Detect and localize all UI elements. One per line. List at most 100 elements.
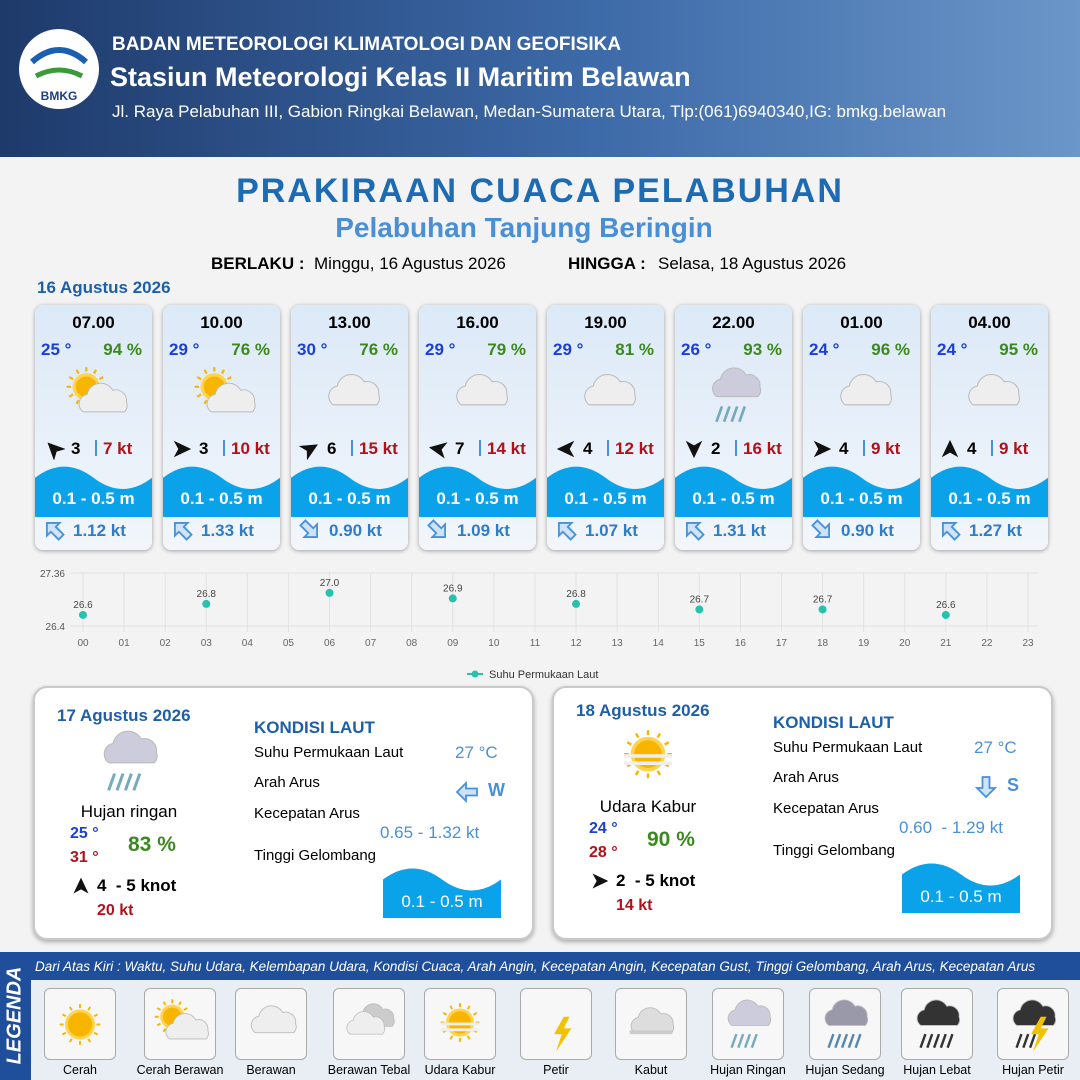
icon-part (737, 1033, 745, 1049)
legend-box (809, 988, 881, 1060)
legend-item: Udara Kabur (424, 1063, 496, 1077)
data-label: 27.0 (320, 578, 340, 589)
icon-part (68, 393, 74, 398)
title: PRAKIRAAN CUACA PELABUHAN (236, 172, 844, 210)
y-tick-label: 27.36 (40, 569, 65, 580)
x-tick-label: 17 (776, 638, 788, 649)
legend-item: Cerah (62, 1063, 98, 1077)
wave-band (35, 461, 152, 517)
icon-part (328, 373, 380, 406)
wind-speed: 7 (455, 439, 465, 458)
icon-part (738, 405, 747, 423)
icon-part (220, 369, 226, 375)
icon-part (87, 1006, 91, 1011)
wave-height: 0.1 - 0.5 m (180, 489, 263, 508)
legend-item: Kabut (634, 1063, 668, 1077)
forecast-card: 07.00 25 ° 94 % 3 7 kt 0.1 - 0.5 m 1.12 kt (35, 305, 152, 550)
icon-part (1012, 999, 1057, 1026)
day-panel: 17 Agustus 2026 Hujan ringan 25 ° 31 ° 83 % 4… (33, 686, 534, 940)
legend-box (520, 988, 592, 1060)
icon-part (455, 780, 478, 804)
icon-part (931, 466, 1048, 517)
icon-part (46, 522, 65, 541)
wave-band (163, 461, 280, 517)
separator (95, 440, 97, 456)
forecast-card: 19.00 29 ° 81 % 4 12 kt 0.1 - 0.5 m 1.07 kt (547, 305, 664, 550)
wave-height: 0.1 - 0.5 m (820, 489, 903, 508)
x-tick-label: 13 (612, 638, 624, 649)
y-tick-label: 26.4 (46, 622, 66, 633)
icon-part (1012, 999, 1057, 1026)
wind-speed: 4 (967, 439, 977, 458)
icon-part (47, 442, 66, 461)
data-point (695, 605, 704, 614)
wind-arrow (298, 438, 321, 461)
legend-box (424, 988, 496, 1060)
speed: 0.65 - 1.32 kt (380, 823, 480, 842)
wind-arrow (427, 438, 449, 460)
icon-part (624, 754, 672, 758)
icon-part (750, 1033, 758, 1049)
icon-part (834, 1033, 842, 1049)
icon-part (811, 519, 830, 538)
icon-part (298, 444, 318, 461)
icon-part (727, 999, 772, 1049)
icon-part (554, 1016, 572, 1052)
data-label: 26.7 (813, 594, 833, 605)
icon-part (715, 405, 724, 423)
icon-part (250, 1005, 297, 1034)
icon-part (428, 442, 448, 459)
x-tick-label: 23 (1022, 638, 1034, 649)
icon-part (626, 741, 632, 746)
x-tick-label: 10 (488, 638, 500, 649)
icon-part (932, 1033, 941, 1049)
current-speed: 1.33 kt (201, 521, 254, 540)
icon-part (941, 439, 959, 458)
icon-part (730, 405, 739, 423)
temperature: 30 ° (297, 340, 328, 359)
weather-icon (612, 723, 684, 789)
legend-item: Hujan Lebat (903, 1063, 971, 1077)
current-arrow (426, 518, 450, 542)
wave-band (803, 461, 920, 517)
legend-box (144, 988, 216, 1060)
icon-part (103, 730, 158, 791)
date: 18 Agustus 2026 (576, 701, 710, 720)
legend-description: Dari Atas Kiri : Waktu, Suhu Udara, Kele… (35, 959, 1036, 974)
legend-item: Berawan Tebal (327, 1063, 411, 1077)
icon-part (123, 773, 133, 791)
humidity: 76 % (359, 340, 398, 359)
separator (607, 440, 609, 456)
x-tick-label: 16 (735, 638, 747, 649)
icon-part (686, 522, 705, 541)
wind-speed: 3 (71, 439, 81, 458)
temperature: 29 ° (169, 340, 200, 359)
icon-part (299, 519, 318, 538)
icon-part (592, 873, 609, 889)
icon-part (456, 373, 508, 406)
icon-part (840, 373, 892, 406)
x-tick-label: 07 (365, 638, 377, 649)
weather-icon (572, 365, 642, 425)
icon-part (811, 519, 830, 538)
wave-height: 0.1 - 0.5 m (948, 489, 1031, 508)
icon-part (630, 736, 666, 772)
humidity: 96 % (871, 340, 910, 359)
dir: W (488, 780, 505, 800)
condition: Udara Kabur (599, 797, 697, 816)
icon-part (346, 1011, 385, 1035)
icon-part (456, 373, 508, 406)
legend-item: Hujan Sedang (805, 1063, 885, 1077)
icon-part (686, 522, 705, 541)
icon-part (30, 47, 88, 65)
icon-part (685, 440, 703, 459)
legend-strip (0, 952, 31, 1080)
humidity: 76 % (231, 340, 270, 359)
data-label: 26.6 (936, 600, 956, 611)
data-label: 26.9 (443, 583, 463, 594)
sst: 27 °C (455, 743, 498, 762)
x-tick-label: 06 (324, 638, 336, 649)
icon-part (34, 67, 84, 79)
current-speed: 1.31 kt (713, 521, 766, 540)
wave-band (419, 461, 536, 517)
